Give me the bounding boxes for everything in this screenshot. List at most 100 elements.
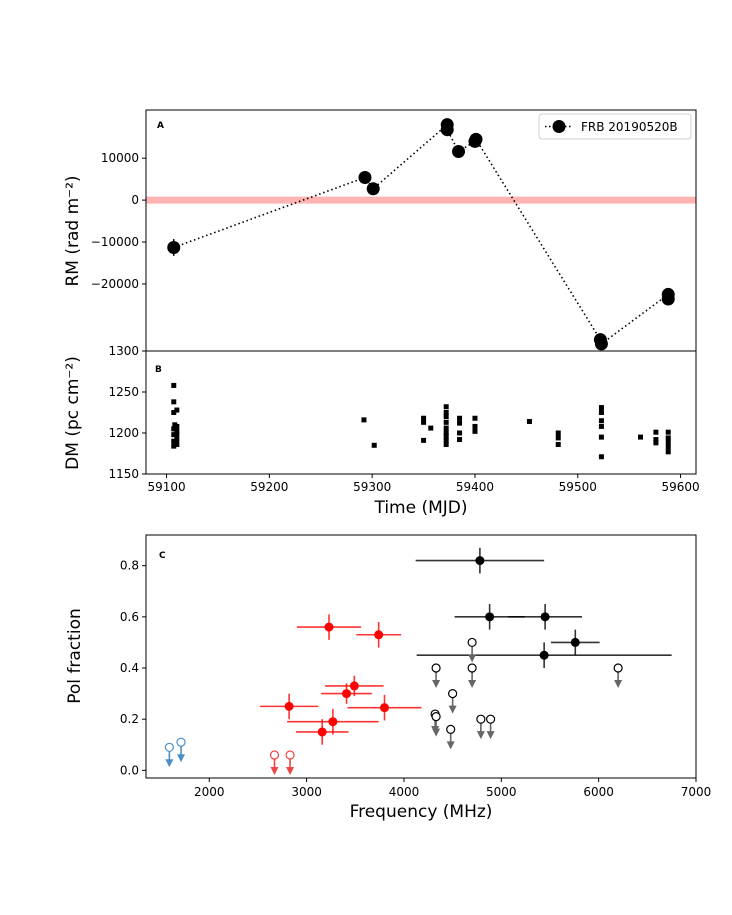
panel-a-frame [145,109,697,352]
panel-b-dm: 59100 59200 59300 59400 59500 59600 115012001… [63,344,700,518]
freq-x-tick-label: 7000 [681,785,712,799]
pol-point [324,622,334,632]
upper-limit-marker [176,737,186,747]
upper-limit-marker [467,637,477,648]
dm-y-tick-label: 1200 [108,426,139,440]
pol-y-tick-label: 0.4 [120,661,139,675]
rm-y-tick-label: −10000 [91,235,139,249]
dm-point [171,426,177,432]
dm-point [555,435,561,441]
dm-point [665,449,671,455]
panel-b-letter: B [155,365,162,375]
upper-limit-marker [476,714,486,724]
pol-y-axis-label: Pol fraction [65,608,85,703]
dm-point [443,437,449,443]
dm-point [598,434,604,440]
upper-limit-arrow-head [270,766,279,775]
panel-c-pol: 2000 3000 4000 5000 6000 7000 0.0 0.2 0.4 0.6 0.8… [65,534,712,822]
dm-point [653,429,659,435]
upper-limit-marker [431,712,441,722]
mjd-x-tick-label: 59500 [559,480,597,494]
freq-x-tick-label: 3000 [291,785,322,799]
rm-point [440,123,454,137]
pol-point [475,556,485,566]
dm-point [421,437,427,443]
dm-point [443,404,449,410]
upper-limit-marker [164,742,174,752]
dm-point [665,435,671,441]
upper-limit-marker [269,750,280,760]
dm-point [443,414,449,420]
freq-x-tick-label: 5000 [486,785,517,799]
panel-a-letter: A [157,121,164,131]
dm-point [457,420,463,426]
pol-point [349,681,359,691]
dm-y-axis-label: DM (pc cm⁻²) [63,356,83,470]
upper-limit-arrow-head [448,705,457,714]
rm-point [358,170,372,184]
dm-point [171,443,177,449]
dm-point [443,433,449,439]
upper-limit-arrow-head [432,680,441,689]
dm-point [171,410,177,415]
dm-point [361,417,367,423]
dm-point [598,410,604,415]
panel-c-letter: C [159,551,166,561]
rm-connector-line [173,122,670,346]
rm-point [661,292,675,306]
freq-x-tick-label: 4000 [389,785,420,799]
panel-a-rm: −20000 −10000 0 10000 A RM (rad m⁻²) FRB 20… [63,109,697,352]
pol-point [539,650,549,660]
upper-limit-arrow-head [476,731,485,740]
pol-y-tick-label: 0.0 [120,763,139,777]
dm-point [174,432,180,438]
panel-c-frame [145,534,697,779]
rm-marks [167,118,675,351]
dm-point [371,442,377,448]
dm-point [421,419,427,425]
dm-point [457,437,463,443]
dm-point [171,399,177,405]
rm-point [452,144,466,158]
mjd-x-tick-label: 59300 [353,480,391,494]
pol-y-tick-label: 0.2 [120,712,139,726]
pol-point [540,612,550,622]
dm-point [443,441,449,447]
dm-point [637,434,643,440]
rm-point [469,132,483,146]
pol-point [485,612,495,622]
upper-limit-arrow-head [286,766,295,775]
dm-point [472,415,478,421]
dm-point [598,423,604,429]
legend-label: FRB 20190520B [581,120,678,134]
legend-box [538,113,692,140]
upper-limit-arrow-head [614,680,623,689]
dm-point [555,430,561,436]
freq-x-tick-label: 2000 [194,785,225,799]
dm-point [472,423,478,429]
pol-point [328,717,338,727]
dm-point [421,415,427,421]
mjd-x-tick-label: 59100 [147,480,185,494]
dm-point [472,428,478,434]
mjd-x-tick-label: 59200 [250,480,288,494]
pol-point [317,727,327,737]
dm-marks [171,382,671,460]
rm-point [167,240,181,254]
pol-point [379,703,389,713]
upper-limit-marker [446,724,456,735]
pol-point [284,701,294,711]
dm-point [443,430,449,436]
rm-zero-band [146,196,696,204]
dm-point [174,428,180,434]
rm-point [594,337,608,351]
upper-limit-marker [285,750,295,760]
legend-marker [552,120,566,133]
upper-limit-arrow-head [468,654,477,663]
upper-limit-arrow-head [446,741,455,750]
dm-point [653,437,659,443]
upper-limit-marker [467,663,477,673]
dm-point [598,405,604,411]
dm-point [443,410,449,415]
dm-y-tick-label: 1300 [108,344,139,358]
